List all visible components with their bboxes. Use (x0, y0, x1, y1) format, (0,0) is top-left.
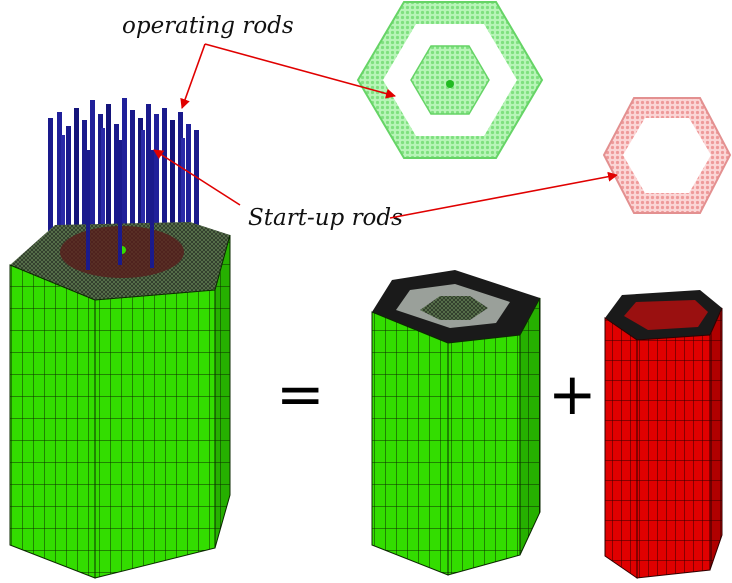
arrow-startup-to-map (389, 171, 618, 219)
startup-rods-region-model (604, 290, 723, 579)
control-rods-bundle (48, 98, 199, 276)
equals-sign: = (276, 360, 325, 428)
arrow-startup-to-core (153, 149, 241, 206)
operating-rods-region-model (371, 270, 541, 576)
full-core-model (9, 98, 231, 579)
arrow-operating-to-map (204, 43, 396, 99)
callout-arrows (153, 43, 618, 219)
plus-sign: + (548, 360, 597, 428)
startup-rods-core-map (602, 97, 732, 214)
operating-rods-core-map (356, 1, 544, 159)
startup-rods-label: Start-up rods (248, 205, 403, 231)
operating-rods-label: operating rods (122, 13, 294, 39)
arrow-operating-to-core (180, 43, 206, 109)
